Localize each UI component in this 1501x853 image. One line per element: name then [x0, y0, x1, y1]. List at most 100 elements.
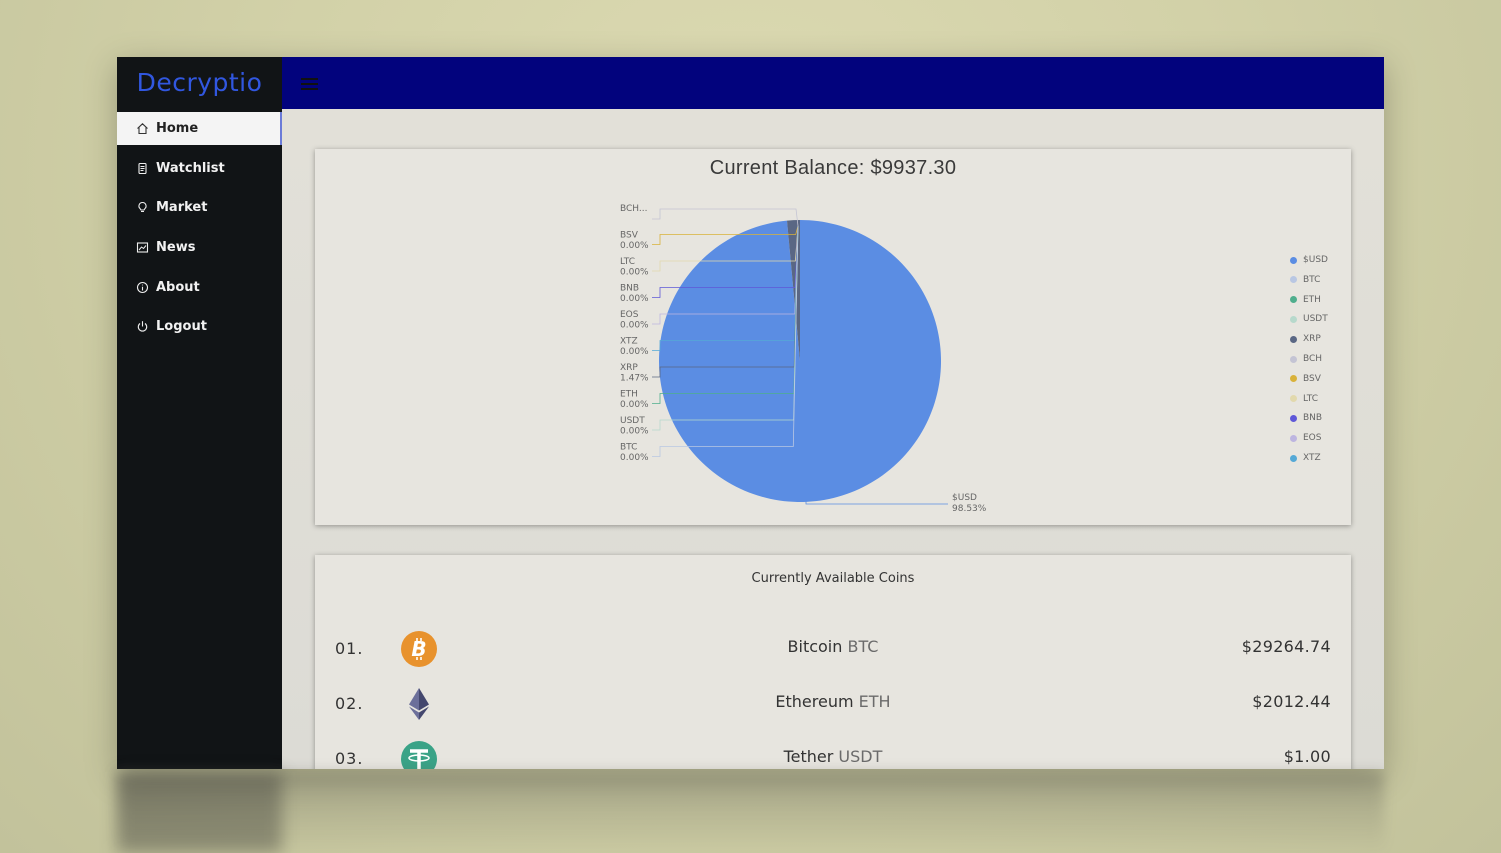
slice-label-$USD: $USD	[952, 493, 977, 503]
legend-item-EOS[interactable]: EOS	[1290, 433, 1321, 443]
balance-title: Current Balance: $9937.30	[709, 157, 957, 179]
coin-symbol: USDT	[838, 747, 883, 766]
legend-dot	[1290, 276, 1297, 284]
coin-rank: 02.	[335, 694, 364, 713]
slice-leader-$USD	[805, 500, 948, 505]
legend-dot	[1290, 315, 1297, 323]
legend-item-XTZ[interactable]: XTZ	[1290, 453, 1321, 463]
coin-row[interactable]: 01. B Bitcoin BTC $29264.74	[315, 629, 1351, 669]
slice-pct-EOS: 0.00%	[620, 321, 649, 331]
coin-rank: 01.	[335, 639, 364, 658]
slice-label-LTC: LTC	[620, 257, 635, 267]
legend-label: LTC	[1303, 393, 1319, 404]
info-icon	[136, 281, 149, 294]
slice-label-BNB: BNB	[620, 284, 639, 294]
legend-label: XTZ	[1303, 453, 1321, 463]
slice-label-BSV: BSV	[620, 231, 639, 241]
hamburger-menu-icon[interactable]	[301, 76, 318, 90]
legend-label: BTC	[1303, 274, 1321, 285]
pie-slice-$USD[interactable]	[659, 220, 942, 502]
sidebar-item-label: Market	[156, 200, 208, 215]
legend-label: BCH	[1303, 354, 1323, 364]
coin-rank: 03.	[335, 749, 364, 768]
legend-dot	[1290, 296, 1297, 304]
sidebar: Decryptio Home Watchlist Market News	[117, 57, 282, 769]
slice-pct-XTZ: 0.00%	[620, 347, 649, 357]
slice-pct-XRP: 1.47%	[620, 374, 649, 384]
tether-icon	[401, 741, 437, 769]
legend-label: XRP	[1303, 334, 1321, 345]
bitcoin-icon: B	[401, 631, 437, 667]
slice-pct-BSV: 0.00%	[620, 241, 649, 251]
legend-dot	[1290, 454, 1297, 462]
sidebar-item-watchlist[interactable]: Watchlist	[117, 152, 282, 185]
slice-pct-$USD: 98.53%	[952, 504, 987, 514]
slice-pct-LTC: 0.00%	[620, 268, 649, 278]
sidebar-item-news[interactable]: News	[117, 231, 282, 264]
sidebar-item-label: Watchlist	[156, 161, 225, 176]
legend-item-BNB[interactable]: BNB	[1290, 413, 1322, 423]
legend-dot	[1290, 335, 1297, 343]
slice-label-USDT: USDT	[620, 416, 645, 426]
coin-name: Ethereum ETH	[775, 692, 891, 711]
slice-label-ETH: ETH	[620, 390, 638, 400]
legend-item-BSV[interactable]: BSV	[1290, 374, 1321, 384]
top-bar	[282, 57, 1384, 109]
coin-row[interactable]: 02. Ethereum ETH $2012.44	[315, 684, 1351, 724]
slice-label-XRP: XRP	[620, 363, 638, 373]
legend-label: BNB	[1303, 413, 1323, 424]
ethereum-icon	[401, 686, 437, 722]
slice-label-BTC: BTC	[620, 443, 637, 453]
legend-label: USDT	[1303, 314, 1328, 325]
legend-item-ETH[interactable]: ETH	[1290, 295, 1321, 305]
app-window: Decryptio Home Watchlist Market News	[117, 57, 1384, 769]
legend-item-$USD[interactable]: $USD	[1290, 255, 1328, 265]
legend-label: BSV	[1303, 373, 1321, 384]
slice-label-EOS: EOS	[620, 310, 639, 320]
brand-logo[interactable]: Decryptio	[136, 68, 263, 97]
legend-dot	[1290, 256, 1297, 264]
balance-pie-chart: BCH...BSV0.00%LTC0.00%BNB0.00%EOS0.00%XT…	[620, 204, 987, 514]
sidebar-item-market[interactable]: Market	[117, 191, 282, 224]
legend-label: EOS	[1303, 433, 1322, 444]
legend-item-BCH[interactable]: BCH	[1290, 354, 1322, 364]
slice-pct-USDT: 0.00%	[620, 427, 649, 437]
sidebar-item-home[interactable]: Home	[117, 112, 282, 145]
document-icon	[136, 162, 149, 175]
power-icon	[136, 320, 149, 333]
coin-price: $2012.44	[1252, 692, 1331, 711]
sidebar-item-label: About	[156, 280, 200, 295]
window-reflection	[117, 772, 1384, 853]
legend-item-LTC[interactable]: LTC	[1290, 394, 1318, 404]
coin-name: Bitcoin BTC	[787, 637, 879, 656]
coin-price: $29264.74	[1241, 637, 1331, 656]
slice-pct-ETH: 0.00%	[620, 400, 649, 410]
sidebar-item-logout[interactable]: Logout	[117, 310, 282, 343]
coins-card: Currently Available Coins 01. B Bitcoin …	[315, 555, 1351, 769]
legend-item-BTC[interactable]: BTC	[1290, 275, 1320, 285]
svg-text:B: B	[411, 637, 426, 661]
legend-label: ETH	[1303, 294, 1321, 305]
chart-icon	[136, 241, 149, 254]
legend-item-USDT[interactable]: USDT	[1290, 314, 1328, 324]
slice-leader-LTC	[652, 225, 799, 272]
sidebar-item-label: News	[156, 240, 196, 255]
coin-symbol: ETH	[858, 692, 891, 711]
legend-item-XRP[interactable]: XRP	[1290, 334, 1321, 344]
coins-title: Currently Available Coins	[751, 571, 915, 586]
slice-label-XTZ: XTZ	[620, 337, 638, 347]
coin-price: $1.00	[1283, 747, 1331, 766]
legend-dot	[1290, 414, 1297, 422]
coin-name: Tether USDT	[783, 747, 883, 766]
slice-leader-BSV	[652, 225, 799, 245]
slice-leader-BTC	[652, 225, 799, 457]
slice-pct-BTC: 0.00%	[620, 453, 649, 463]
slice-leader-BNB	[652, 225, 799, 298]
sidebar-item-about[interactable]: About	[117, 271, 282, 304]
legend-dot	[1290, 375, 1297, 383]
home-icon	[136, 122, 149, 135]
slice-leader-BCH	[652, 208, 799, 227]
coin-row[interactable]: 03. Tether USDT $1.00	[315, 739, 1351, 769]
legend-label: $USD	[1303, 255, 1328, 265]
bulb-icon	[136, 201, 149, 214]
